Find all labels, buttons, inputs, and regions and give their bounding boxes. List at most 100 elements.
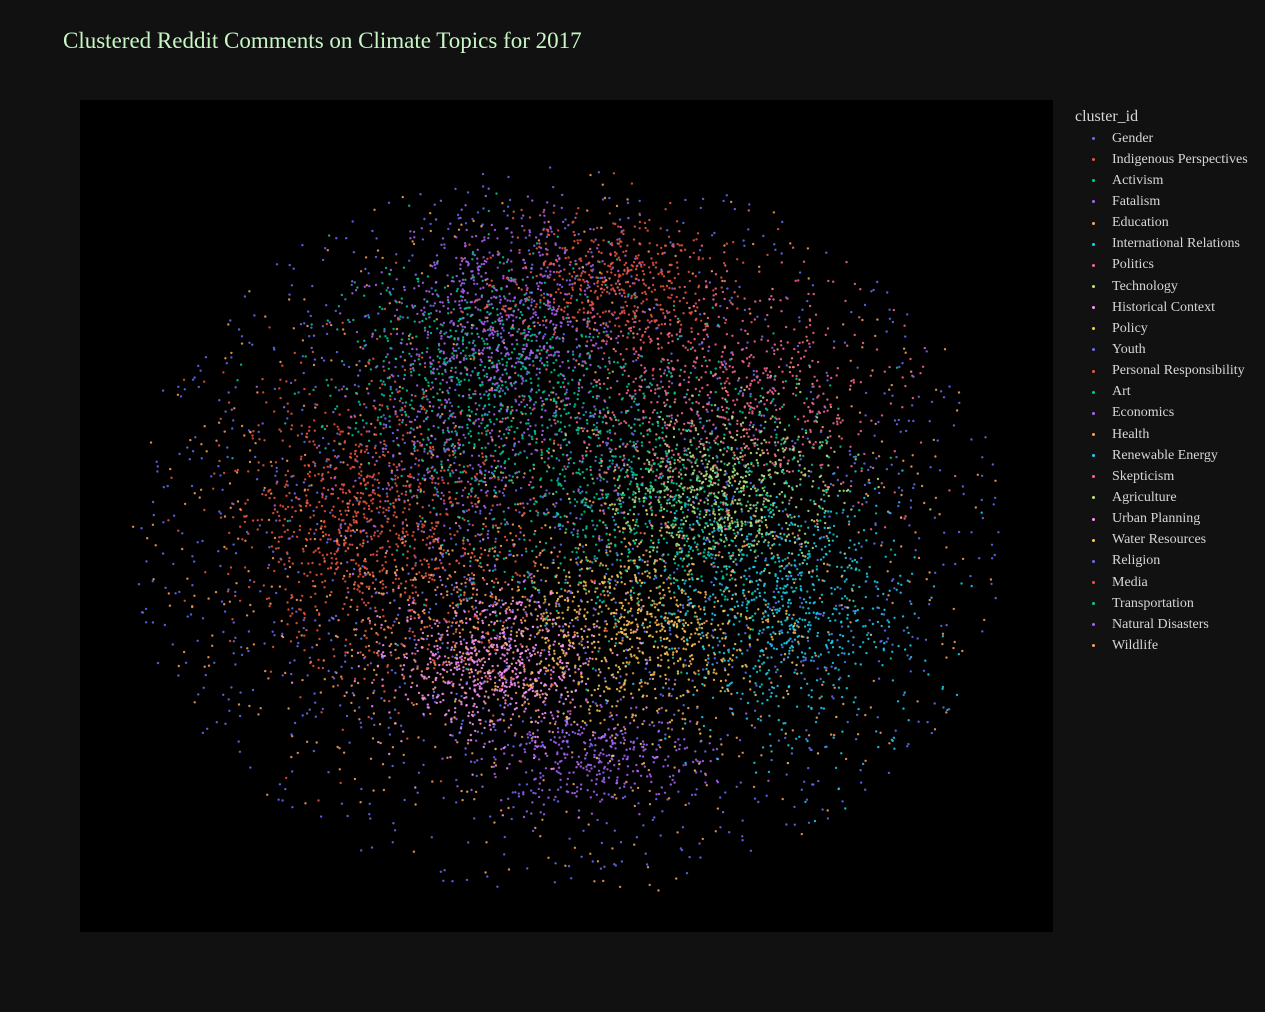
scatter-point [808, 304, 812, 308]
scatter-point [897, 486, 901, 489]
scatter-point [557, 354, 560, 357]
scatter-point [509, 299, 512, 303]
scatter-point [427, 563, 430, 566]
scatter-point [787, 744, 790, 747]
scatter-point [544, 703, 547, 706]
scatter-point [857, 453, 860, 456]
scatter-point [811, 284, 815, 287]
scatter-point [651, 677, 655, 681]
scatter-point [892, 578, 895, 581]
scatter-point [386, 376, 389, 380]
scatter-point [346, 651, 349, 654]
scatter-point [291, 607, 294, 610]
scatter-point [454, 300, 457, 303]
scatter-point [304, 544, 308, 548]
scatter-point [601, 260, 604, 263]
scatter-point [492, 333, 495, 336]
scatter-plot[interactable] [80, 100, 1053, 932]
scatter-point [511, 669, 514, 673]
scatter-point [395, 466, 398, 469]
scatter-point [402, 730, 405, 733]
scatter-point [459, 678, 463, 681]
scatter-point [858, 585, 861, 589]
scatter-point [581, 360, 584, 363]
scatter-point [696, 493, 699, 496]
scatter-point [627, 559, 630, 562]
scatter-point [863, 452, 866, 456]
plot-area[interactable] [80, 100, 1053, 932]
scatter-point [666, 358, 669, 362]
scatter-point [365, 502, 368, 505]
scatter-point [555, 359, 558, 362]
scatter-point [477, 349, 481, 352]
scatter-point [499, 704, 502, 707]
scatter-point [802, 415, 805, 418]
scatter-point [526, 598, 529, 601]
scatter-point [960, 582, 963, 585]
scatter-point [745, 357, 749, 360]
scatter-point [748, 428, 751, 431]
scatter-point [672, 453, 675, 456]
scatter-point [762, 503, 765, 506]
scatter-point [634, 523, 637, 527]
scatter-point [725, 586, 728, 589]
scatter-point [289, 519, 292, 522]
scatter-point [887, 621, 891, 624]
scatter-point [589, 363, 592, 367]
scatter-point [624, 254, 627, 257]
scatter-point [434, 557, 438, 560]
scatter-point [404, 493, 407, 496]
scatter-point [642, 504, 645, 508]
scatter-point [795, 705, 799, 708]
scatter-point [655, 619, 659, 622]
scatter-point [588, 745, 591, 748]
scatter-point [297, 580, 301, 584]
scatter-point [791, 488, 794, 491]
scatter-point [732, 560, 735, 563]
scatter-point [822, 614, 825, 617]
scatter-point [339, 509, 342, 513]
scatter-point [478, 404, 481, 407]
scatter-point [899, 574, 902, 577]
scatter-point [636, 581, 639, 584]
scatter-point [379, 500, 382, 503]
scatter-point [980, 511, 983, 514]
scatter-point [660, 522, 663, 526]
scatter-point [740, 640, 743, 643]
scatter-point [355, 512, 358, 515]
scatter-point [520, 400, 523, 404]
scatter-point [345, 569, 349, 573]
scatter-point [455, 665, 459, 669]
scatter-point [810, 575, 813, 578]
scatter-point [317, 658, 320, 661]
scatter-point [540, 267, 543, 270]
scatter-point [623, 795, 627, 798]
scatter-point [377, 493, 380, 497]
scatter-point [490, 593, 494, 596]
scatter-point [769, 744, 772, 747]
scatter-point [353, 709, 356, 712]
scatter-point [758, 655, 762, 658]
scatter-point [780, 310, 783, 313]
scatter-point [888, 308, 891, 311]
scatter-point [603, 276, 606, 279]
scatter-point [970, 584, 973, 588]
scatter-point [741, 421, 745, 424]
scatter-point [388, 376, 391, 380]
scatter-point [841, 634, 845, 638]
scatter-point [353, 495, 356, 498]
scatter-point [288, 556, 291, 560]
scatter-point [576, 635, 579, 638]
scatter-point [566, 320, 569, 323]
scatter-point [436, 293, 439, 296]
scatter-point [398, 423, 401, 426]
scatter-point [713, 502, 716, 506]
scatter-point [245, 514, 248, 518]
scatter-point [429, 388, 433, 391]
scatter-point [268, 546, 271, 549]
scatter-point [275, 470, 278, 473]
scatter-point [269, 602, 272, 605]
scatter-point [557, 443, 560, 446]
scatter-point [493, 365, 496, 369]
scatter-point [308, 656, 312, 659]
